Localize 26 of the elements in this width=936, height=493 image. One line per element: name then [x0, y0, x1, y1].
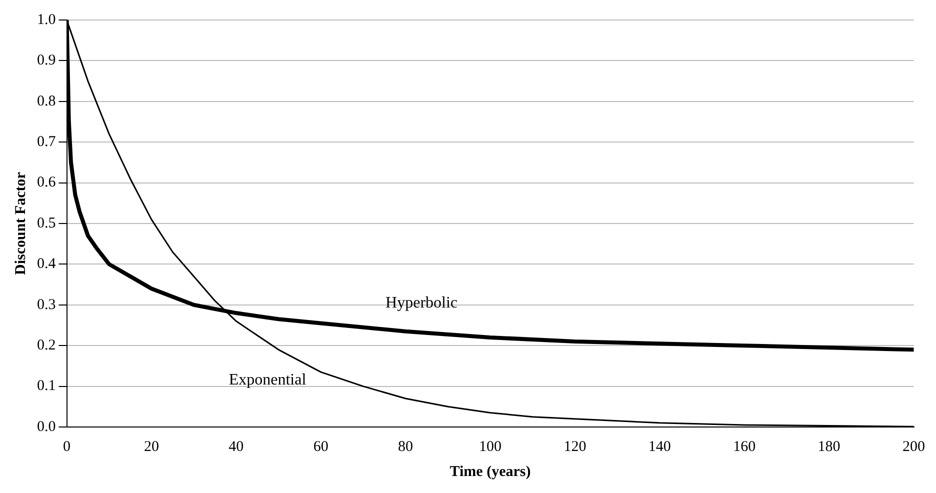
y-tick-label: 0.2: [37, 338, 56, 354]
series-label: Hyperbolic: [386, 294, 458, 312]
y-tick-label: 0.6: [37, 174, 56, 191]
y-tick-label: 0.8: [37, 93, 56, 110]
y-tick-label: 0.5: [37, 215, 56, 232]
x-tick-label: 160: [733, 438, 756, 455]
x-tick-label: 200: [902, 438, 925, 455]
y-tick-label: 0.4: [37, 256, 56, 272]
y-tick-label: 0.7: [37, 134, 56, 150]
y-tick-label: 0.9: [37, 52, 56, 69]
y-axis-title: Discount Factor: [12, 172, 29, 275]
x-tick-label: 60: [313, 438, 328, 455]
series-label: Exponential: [228, 371, 307, 388]
x-tick-label: 40: [228, 438, 244, 455]
x-tick-label: 120: [564, 438, 586, 455]
x-tick-label: 20: [144, 438, 159, 455]
x-tick-label: 0: [63, 438, 70, 455]
y-tick-label: 1.0: [37, 12, 56, 28]
x-axis-title: Time (years): [450, 464, 531, 480]
x-tick-label: 180: [818, 438, 840, 455]
x-tick-label: 100: [479, 438, 502, 455]
x-tick-label: 140: [648, 438, 671, 455]
x-tick-label: 80: [398, 438, 414, 455]
y-tick-label: 0.0: [37, 418, 56, 435]
y-tick-label: 0.3: [37, 296, 56, 313]
y-tick-label: 0.1: [37, 378, 56, 394]
